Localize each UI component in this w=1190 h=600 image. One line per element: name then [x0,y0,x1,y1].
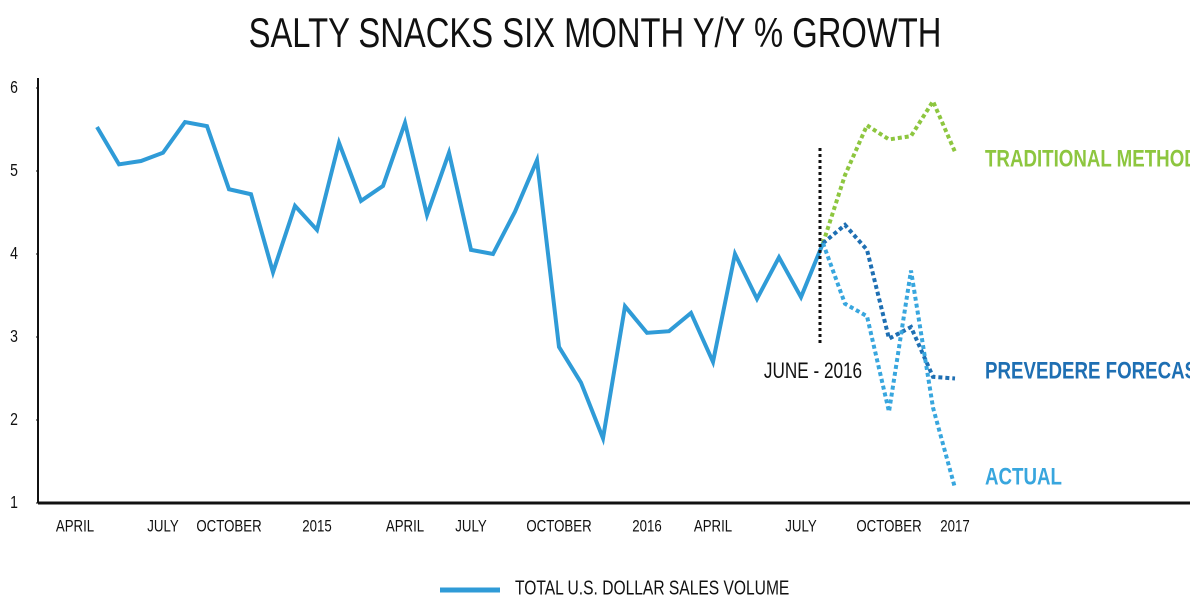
y-tick-label: 6 [10,77,18,97]
x-tick-label: OCTOBER [526,517,591,536]
annotation: JUNE - 2016 [764,359,862,384]
x-tick-label: APRIL [694,517,732,536]
series-line [95,115,825,446]
series-label: TRADITIONAL METHOD [985,145,1190,172]
x-tick-label: APRIL [386,517,424,536]
x-tick-label: JULY [455,517,486,536]
series-label: PREVEDERE FORECAST [985,357,1190,384]
y-tick-label: 2 [10,409,18,429]
chart-title: SALTY SNACKS SIX MONTH Y/Y % GROWTH [249,9,942,56]
x-tick-label: APRIL [56,517,94,536]
y-tick-label: 4 [10,243,18,263]
x-tick-label: 2016 [632,517,661,536]
series-line [821,222,956,381]
x-tick-label: 2015 [302,517,331,536]
x-tick-label: JULY [785,517,816,536]
x-tick-label: OCTOBER [196,517,261,536]
x-tick-label: 2017 [940,517,969,536]
x-tick-label: OCTOBER [856,517,921,536]
x-tick-label: JULY [147,517,178,536]
legend-label: TOTAL U.S. DOLLAR SALES VOLUME [515,576,789,598]
series-label: ACTUAL [985,463,1062,490]
series-line [821,242,957,489]
y-tick-label: 5 [10,160,18,180]
y-tick-label: 3 [10,326,18,346]
y-tick-label: 1 [10,492,18,512]
series-line [821,97,957,244]
